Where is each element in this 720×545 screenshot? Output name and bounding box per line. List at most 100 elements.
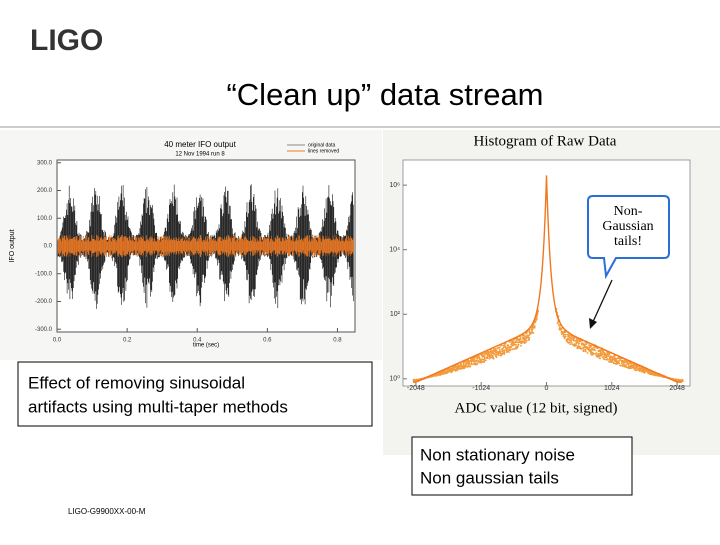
- histogram-dot: [506, 349, 509, 352]
- y-tick-label: 10⁰: [389, 375, 400, 383]
- histogram-dot: [476, 362, 479, 364]
- histogram-dot: [509, 348, 512, 351]
- x-tick-label: 0.6: [263, 338, 272, 344]
- histogram-dot: [525, 339, 528, 342]
- histogram-dot: [590, 353, 593, 356]
- histogram-dot: [518, 339, 521, 342]
- histogram-dot: [578, 345, 581, 348]
- histogram-dot: [511, 348, 514, 351]
- legend-label: lines removed: [308, 148, 339, 154]
- chart-title: Histogram of Raw Data: [474, 133, 617, 149]
- histogram-dot: [583, 346, 586, 348]
- histogram-dot: [529, 332, 532, 335]
- histogram-dot: [642, 367, 645, 370]
- histogram-dot: [504, 344, 506, 346]
- histogram-dot: [561, 331, 564, 333]
- histogram-dot: [503, 351, 506, 353]
- histogram-dot: [489, 354, 492, 357]
- histogram-dot: [680, 379, 682, 382]
- histogram-dot: [616, 363, 619, 365]
- histogram-dot: [531, 328, 534, 331]
- histogram-dot: [567, 342, 570, 344]
- histogram-dot: [572, 339, 575, 342]
- y-tick-label: 10⁴: [389, 247, 400, 254]
- y-axis-label: IFO output: [9, 229, 16, 262]
- x-tick-label: 2048: [669, 385, 685, 392]
- histogram-dot: [569, 343, 572, 346]
- y-tick-label: 100.0: [37, 216, 53, 222]
- callout-bubble: [587, 195, 670, 280]
- histogram-dot: [534, 321, 537, 324]
- histogram-dot: [474, 362, 477, 365]
- histogram-dot: [556, 322, 559, 325]
- histogram-dot: [620, 364, 622, 367]
- histogram-dot: [475, 359, 478, 362]
- slide-title: “Clean up” data stream: [226, 77, 543, 112]
- histogram-dot: [576, 339, 578, 341]
- histogram-dot: [517, 343, 520, 346]
- histogram-dot: [632, 365, 634, 368]
- histogram-dot: [447, 371, 449, 374]
- histogram-dot: [560, 333, 563, 336]
- histogram-dot: [585, 343, 588, 345]
- histogram-dot: [608, 353, 611, 356]
- y-tick-label: 0.0: [44, 244, 53, 250]
- histogram-dot: [503, 349, 506, 352]
- right-caption: Non stationary noise: [420, 445, 575, 464]
- left-caption: artifacts using multi-taper methods: [28, 397, 288, 416]
- histogram-dot: [569, 337, 572, 339]
- histogram-dot: [486, 357, 489, 359]
- callout-text: Non-: [614, 204, 643, 219]
- histogram-dot: [494, 348, 497, 350]
- histogram-dot: [582, 346, 584, 349]
- histogram-dot: [484, 359, 487, 362]
- histogram-dot: [492, 356, 494, 359]
- histogram-dot: [491, 354, 494, 357]
- x-tick-label: 0.0: [53, 338, 62, 344]
- histogram-dot: [483, 360, 486, 363]
- histogram-dot: [452, 367, 455, 369]
- histogram-dot: [460, 363, 463, 366]
- histogram-dot: [465, 362, 468, 365]
- histogram-dot: [595, 352, 598, 355]
- footer: LIGO-G9900XX-00-M: [68, 507, 146, 516]
- histogram-dot: [604, 356, 607, 359]
- histogram-dot: [606, 358, 609, 360]
- histogram-dot: [468, 364, 470, 367]
- histogram-dot: [627, 367, 630, 370]
- histogram-dot: [473, 359, 476, 361]
- callout-text: Gaussian: [602, 219, 653, 234]
- histogram-dot: [468, 362, 471, 365]
- histogram-dot: [484, 357, 486, 360]
- histogram-dot: [557, 323, 560, 326]
- x-axis-label: ADC value (12 bit, signed): [455, 400, 618, 416]
- y-tick-label: -300.0: [35, 327, 53, 333]
- histogram-dot: [515, 343, 517, 346]
- histogram-dot: [607, 351, 609, 354]
- left-caption-box: [17, 361, 373, 427]
- histogram-dot: [473, 360, 475, 363]
- histogram-dot: [578, 347, 581, 350]
- histogram-dot: [503, 353, 506, 355]
- histogram-dot: [578, 340, 580, 343]
- callout-arrowhead: [589, 318, 597, 329]
- histogram-dot: [530, 331, 533, 334]
- histogram-dot: [607, 355, 610, 357]
- histogram-dot: [528, 338, 530, 340]
- histogram-dot: [630, 362, 632, 365]
- histogram-dot: [568, 338, 570, 341]
- chart-title: 40 meter IFO output: [164, 140, 236, 149]
- histogram-dot: [629, 367, 631, 370]
- y-tick-label: 200.0: [37, 188, 53, 194]
- histogram-dot: [515, 341, 518, 344]
- histogram-dot: [597, 352, 600, 355]
- x-tick-label: 0.8: [333, 338, 342, 344]
- histogram-dot: [564, 333, 567, 336]
- histogram-dot: [495, 356, 498, 359]
- logo: LIGO: [30, 24, 103, 57]
- histogram-dot: [563, 333, 566, 336]
- callout-arrow: [591, 279, 613, 325]
- histogram-dot: [490, 356, 493, 358]
- histogram-dot: [586, 352, 589, 354]
- histogram-dot: [493, 352, 496, 355]
